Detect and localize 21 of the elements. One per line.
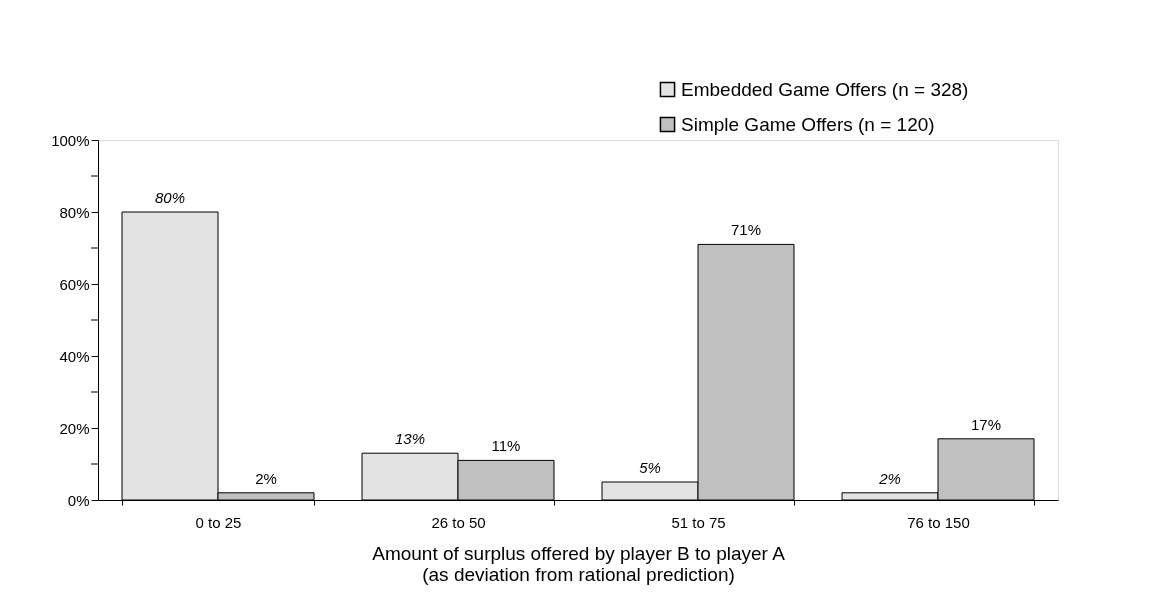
x-tick-label: 26 to 50 — [431, 513, 486, 531]
data-label: 80% — [154, 189, 186, 206]
legend-label: Embedded Game Offers (n = 328) — [681, 78, 969, 100]
data-label: 13% — [394, 430, 426, 448]
data-label: 5% — [639, 459, 661, 476]
x-axis-title: Amount of surplus offered by player B to player A (as deviation from rational prediction) — [372, 542, 786, 585]
y-tick-label: 40% — [59, 347, 90, 365]
legend-label: Simple Game Offers (n = 120) — [681, 113, 935, 135]
data-label: 11% — [491, 437, 521, 455]
y-tick-label: 60% — [59, 275, 90, 293]
x-tick-label: 51 to 75 — [671, 513, 726, 531]
data-label: 71% — [730, 221, 762, 239]
x-tick-label: 76 to 150 — [907, 513, 970, 531]
data-label: 2% — [255, 469, 277, 487]
data-label: 17% — [970, 415, 1002, 433]
y-tick-label: 80% — [59, 203, 90, 221]
y-tick-label: 20% — [59, 419, 90, 437]
y-tick-label: 0% — [67, 491, 90, 509]
data-label: 2% — [878, 469, 901, 487]
y-tick-label: 100% — [51, 131, 90, 149]
x-tick-label: 0 to 25 — [195, 513, 242, 531]
